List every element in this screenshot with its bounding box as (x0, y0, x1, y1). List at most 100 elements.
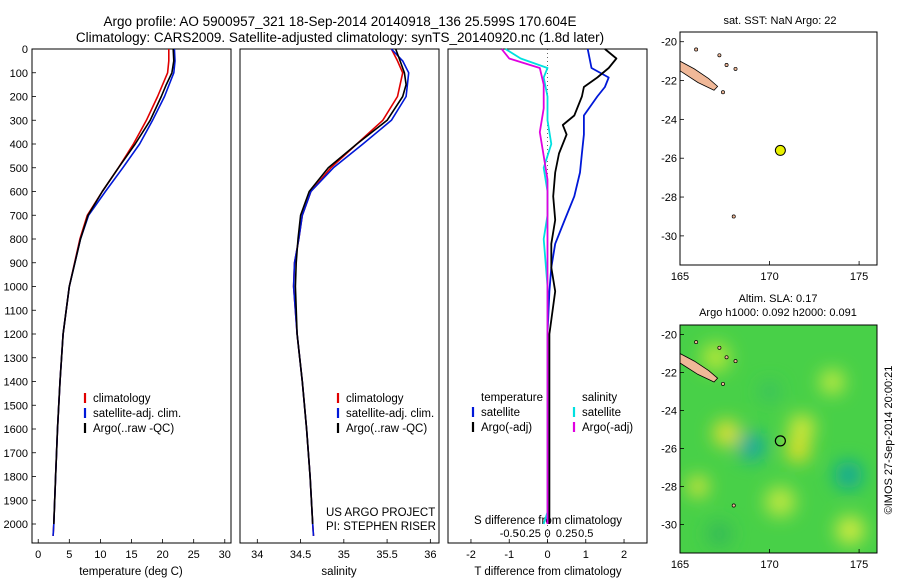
sal-legend-label: satellite-adj. clim. (346, 408, 434, 420)
imos-timestamp: ©IMOS 27-Sep-2014 20:00:21 (883, 366, 895, 515)
argo-float-marker (774, 144, 786, 156)
sla-anomaly-blob (701, 343, 730, 372)
temp-tick-label: 30 (219, 549, 231, 561)
diff-profile-line (548, 48, 618, 524)
depth-tick-label: 1200 (4, 329, 28, 341)
diff-T-tick-label: 1 (583, 549, 589, 561)
sla-field (680, 325, 877, 553)
sla-anomaly-blob (820, 370, 845, 394)
temp-tick-label: 20 (156, 549, 168, 561)
new-caledonia-land (680, 353, 719, 383)
diff-legend-temp: temperature (481, 392, 543, 404)
island-land (694, 340, 699, 345)
island-land (724, 355, 729, 360)
sla-anomaly-blob (687, 476, 708, 497)
temp-legend-label: Argo(..raw -QC) (93, 423, 174, 435)
sst-map-frame (679, 31, 878, 266)
diff-S-tick-label: -0.25 (516, 528, 541, 540)
depth-tick-label: 1400 (4, 377, 28, 389)
depth-tick-label: 1100 (4, 305, 28, 317)
temp-panel-frame (31, 48, 232, 544)
diff-legend-s-label: satellite (582, 407, 621, 419)
diff-T-tick-label: -1 (504, 549, 514, 561)
sla-anomaly-blob (713, 420, 740, 447)
sal-tick-label: 34.5 (290, 549, 311, 561)
depth-tick-label: 2000 (4, 519, 28, 531)
sal-profile-line (294, 48, 407, 525)
sla-map-frame (679, 324, 878, 554)
sla-anomaly-blob (765, 486, 796, 517)
temp-profile-line-group (52, 48, 176, 536)
sla-anomaly-blob (836, 516, 865, 545)
sla-lon-tick-label: 165 (671, 559, 689, 571)
diff-legend-s-label: Argo(-adj) (582, 422, 633, 434)
temp-legend-label: climatology (93, 393, 151, 405)
island-land (717, 53, 722, 58)
diff-legend-sal: salinity (582, 392, 617, 404)
diff-profile-line (500, 48, 549, 524)
depth-tick-label: 600 (10, 187, 28, 199)
island-land (717, 345, 722, 350)
temp-tick-label: 10 (94, 549, 106, 561)
sst-lat-tick-label: -20 (661, 37, 677, 49)
sla-anomaly-blob (737, 432, 766, 461)
island-land (721, 381, 725, 386)
temp-tick-label: 0 (35, 549, 41, 561)
title-line-1: Argo profile: AO 5900957_321 18-Sep-2014… (103, 14, 577, 29)
sla-lat-tick-label: -22 (661, 368, 677, 380)
sal-legend-label: Argo(..raw -QC) (346, 423, 427, 435)
diff-profile-line-group (504, 48, 553, 525)
diff-S-tick-label: 0.25 (556, 528, 577, 540)
diff-T-tick-label: 2 (621, 549, 627, 561)
sst-map-title: sat. SST: NaN Argo: 22 (723, 15, 836, 27)
sal-profile-line-group (292, 48, 404, 536)
depth-tick-label: 1700 (4, 448, 28, 460)
sla-anomaly-blob (707, 522, 732, 546)
sla-map-subtitle: Argo h1000: 0.092 h2000: 0.091 (699, 307, 857, 319)
depth-tick-label: 1600 (4, 424, 28, 436)
sst-lon-tick-label: 165 (671, 271, 689, 283)
title-line-2: Climatology: CARS2009. Satellite-adjuste… (75, 30, 605, 45)
sla-blobs (687, 343, 865, 546)
sla-lat-tick-label: -20 (661, 330, 677, 342)
sal-tick-label: 35 (338, 549, 350, 561)
sst-lat-tick-label: -26 (661, 153, 677, 165)
sla-anomaly-blob (788, 414, 815, 441)
sst-lon-tick-label: 175 (850, 271, 868, 283)
new-caledonia-land (680, 60, 719, 91)
depth-tick-label: 900 (10, 258, 28, 270)
sal-profile-line-group (294, 48, 407, 525)
diff-T-axis-label: T difference from climatology (474, 566, 621, 578)
sla-lat-tick-label: -24 (661, 406, 677, 418)
sal-profile-line (292, 48, 410, 536)
sla-anomaly-blob (786, 438, 811, 463)
sal-axis-label: salinity (321, 566, 356, 578)
diff-profile-line-group (548, 48, 618, 524)
diff-profile-line-group (500, 48, 549, 524)
island-land (731, 214, 736, 219)
sla-anomaly-blob (759, 381, 780, 402)
sla-lat-tick-label: -28 (661, 482, 677, 494)
pi-label: PI: STEPHEN RISER (326, 521, 436, 533)
sal-profile-line-group (292, 48, 410, 536)
island-land (724, 63, 729, 67)
sla-lat-tick-label: -26 (661, 444, 677, 456)
sal-tick-label: 36 (424, 549, 436, 561)
depth-tick-label: 1000 (4, 282, 28, 294)
depth-tick-label: 1900 (4, 495, 28, 507)
sst-lat-tick-label: -24 (661, 114, 677, 126)
island-land (721, 90, 725, 95)
temp-tick-label: 15 (125, 549, 137, 561)
island-land (733, 359, 738, 364)
sal-legend-label: climatology (346, 393, 404, 405)
diff-profile-line-group (546, 48, 610, 524)
sst-map (680, 47, 738, 219)
diff-S-tick-label: 0.5 (578, 528, 593, 540)
sal-tick-label: 34 (251, 549, 263, 561)
temp-tick-label: 5 (66, 549, 72, 561)
sst-lat-tick-label: -30 (661, 231, 677, 243)
diff-legend-t-label: Argo(-adj) (481, 422, 532, 434)
temp-legend-label: satellite-adj. clim. (93, 408, 181, 420)
depth-tick-label: 800 (10, 234, 28, 246)
depth-tick-label: 200 (10, 92, 28, 104)
